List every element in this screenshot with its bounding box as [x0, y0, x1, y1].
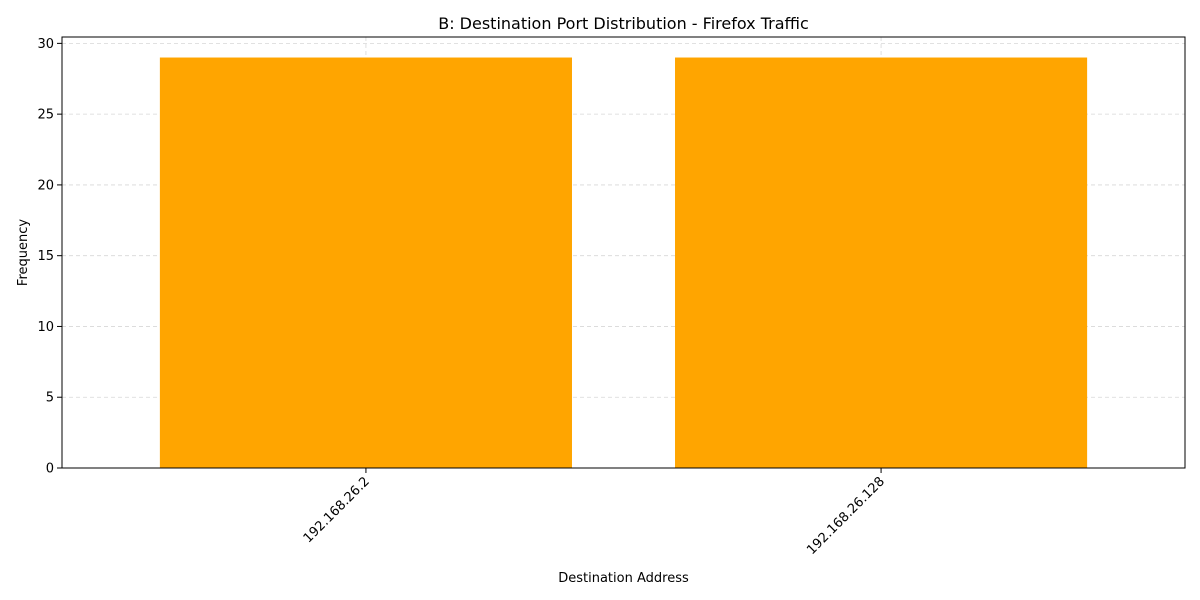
chart-title: B: Destination Port Distribution - Firef…: [438, 14, 809, 33]
bars: [159, 57, 1088, 469]
y-tick-label: 30: [37, 37, 54, 52]
y-tick-label: 0: [46, 462, 54, 477]
x-axis-label: Destination Address: [558, 571, 689, 586]
y-axis: 0 5 10 15 20 25 30: [37, 37, 62, 477]
x-tick-label: 192.168.26.128: [804, 474, 888, 558]
bar: [675, 57, 1088, 469]
y-tick-label: 15: [37, 249, 54, 264]
bar: [159, 57, 572, 469]
y-axis-label: Frequency: [16, 219, 31, 286]
x-tick-label: 192.168.26.2: [301, 474, 373, 546]
y-tick-label: 20: [37, 178, 54, 193]
y-tick-label: 25: [37, 108, 54, 123]
x-axis: 192.168.26.2 192.168.26.128: [301, 468, 888, 558]
y-tick-label: 10: [37, 320, 54, 335]
plot-frame: [61, 36, 1186, 469]
y-tick-label: 5: [46, 391, 54, 406]
